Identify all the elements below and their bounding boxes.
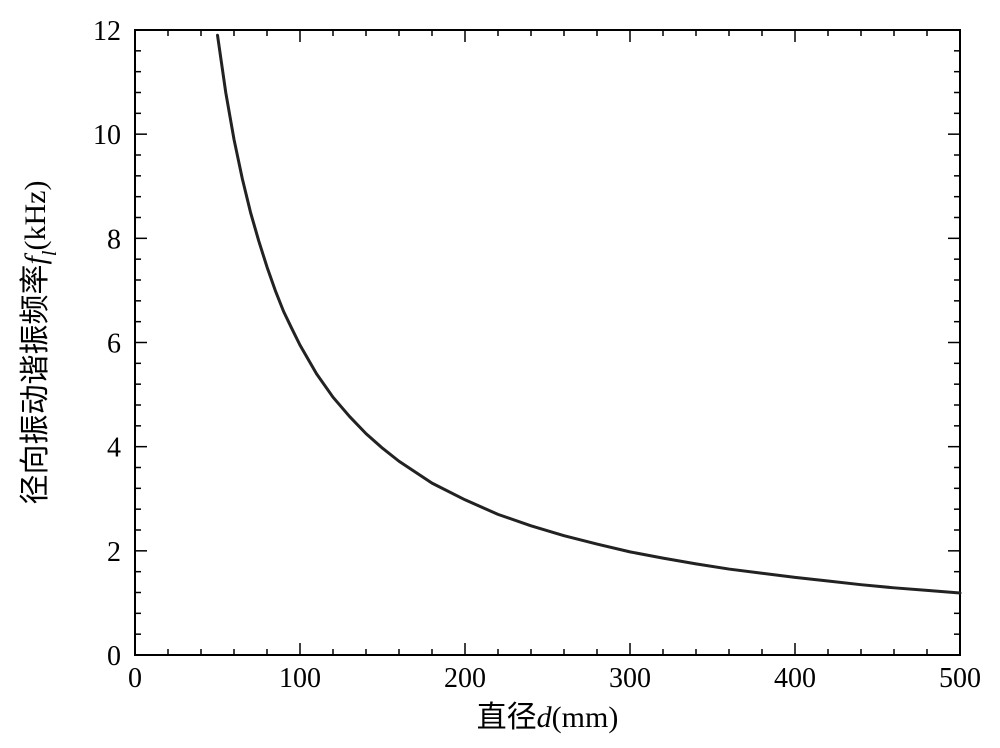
x-tick-label: 400 — [774, 663, 816, 694]
y-tick-label: 12 — [93, 16, 121, 47]
x-tick-label: 500 — [939, 663, 981, 694]
x-tick-label: 300 — [609, 663, 651, 694]
line-chart: 0100200300400500024681012直径d(mm)径向振动谐振频率… — [0, 0, 1000, 748]
y-tick-label: 0 — [107, 641, 121, 672]
x-axis-label: 直径d(mm) — [477, 701, 619, 734]
y-tick-label: 10 — [93, 120, 121, 151]
x-tick-label: 0 — [128, 663, 142, 694]
y-tick-label: 6 — [107, 329, 121, 360]
y-tick-label: 4 — [107, 433, 121, 464]
chart-container: 0100200300400500024681012直径d(mm)径向振动谐振频率… — [0, 0, 1000, 748]
x-tick-label: 100 — [279, 663, 321, 694]
y-tick-label: 8 — [107, 224, 121, 255]
y-tick-label: 2 — [107, 537, 121, 568]
x-tick-label: 200 — [444, 663, 486, 694]
